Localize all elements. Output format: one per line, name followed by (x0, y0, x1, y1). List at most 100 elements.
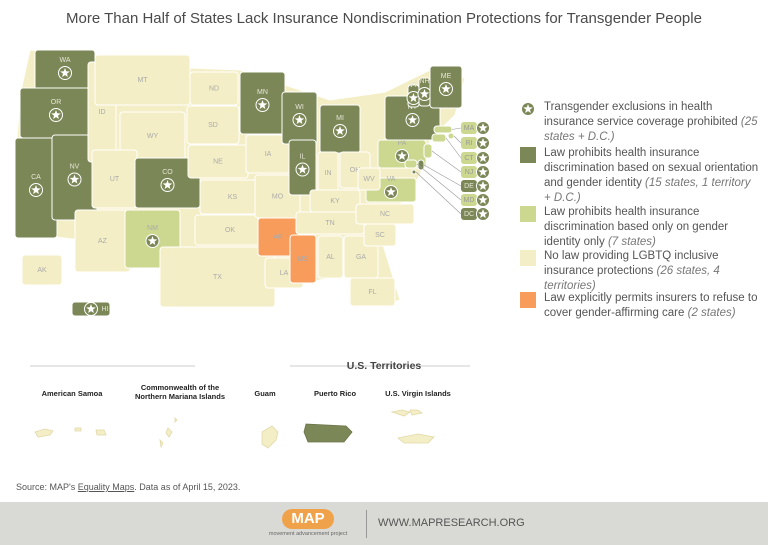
state (349, 277, 396, 307)
state (189, 71, 239, 106)
callout-box (461, 166, 477, 178)
state-label: AZ (98, 238, 108, 245)
legend-text: Law prohibits health insurance discrimin… (544, 147, 759, 189)
state-label: VA (387, 176, 396, 183)
state-label: DC (464, 211, 474, 218)
star (478, 138, 488, 147)
legend-text: Law explicitly permits insurers to refus… (544, 292, 758, 319)
star (478, 153, 488, 162)
state-label: ID (99, 109, 106, 116)
star (407, 115, 418, 124)
state (21, 254, 63, 286)
callout-line (453, 135, 462, 144)
callout-box (461, 194, 477, 206)
state (289, 234, 317, 284)
state-label: MT (137, 77, 148, 84)
star (478, 167, 488, 176)
star (478, 195, 488, 204)
legend-note: (25 states + D.C.) (544, 116, 758, 143)
state (417, 159, 425, 171)
star (386, 187, 396, 196)
legend-swatch (520, 292, 536, 308)
callout-line (423, 164, 462, 187)
callout-line (431, 150, 462, 173)
callout-line (415, 171, 462, 215)
legend-note: (15 states, 1 territory + D.C.) (544, 177, 751, 204)
state-label: WA (59, 57, 70, 64)
state-label: ND (209, 85, 219, 92)
state-label: KY (330, 198, 340, 205)
callout-line (416, 163, 462, 201)
separator (366, 510, 367, 538)
callout-box (461, 137, 477, 149)
state-label: WY (147, 133, 159, 140)
state-label: LA (280, 270, 289, 277)
star (69, 174, 80, 184)
legend-text: No law providing LGBTQ inclusive insuran… (544, 250, 719, 277)
star (408, 93, 419, 102)
state (317, 235, 344, 279)
title: More Than Half of States Lack Insurance … (66, 10, 702, 27)
callout-box (461, 122, 477, 134)
state-label: TX (213, 274, 222, 281)
tagline: movement advancement project (268, 531, 348, 537)
source-link[interactable]: Equality Maps (77, 482, 135, 492)
state-label: MS (298, 256, 309, 263)
state (186, 105, 240, 145)
star (478, 181, 488, 190)
territory-shape (390, 409, 435, 444)
legend-swatch (520, 147, 536, 163)
territory-name: Puerto Rico (313, 389, 357, 398)
territory-name: Guam (254, 389, 276, 398)
state-label: SC (375, 232, 385, 239)
star (523, 104, 533, 113)
state-label: FL (368, 289, 376, 296)
state-label: PA (398, 140, 407, 147)
state-label: MA (464, 125, 475, 132)
territory-shape (34, 427, 107, 438)
url[interactable]: WWW.MAPRESEARCH.ORG (378, 517, 525, 529)
star (147, 236, 158, 245)
legend-note: (2 states) (687, 307, 736, 319)
state-label: CT (464, 155, 474, 162)
state-label: GA (356, 254, 366, 261)
map: WA OR CA NV ID MT WY UT AZ CO NM ND SD NE KS OK TX MN IA MO… (14, 49, 536, 449)
state-label: TN (325, 220, 334, 227)
state-label: NC (380, 211, 390, 218)
state-label: DE (464, 183, 474, 190)
star (397, 151, 407, 160)
state-label: NJ (465, 169, 474, 176)
star (257, 100, 268, 109)
territory-name: American Samoa (41, 389, 103, 398)
state-label: WI (295, 104, 304, 111)
star (86, 304, 96, 313)
state-label: ME (441, 73, 452, 80)
state-label: NE (213, 158, 223, 165)
footer: MAP movement advancement project WWW.MAP… (0, 502, 768, 545)
star (419, 89, 430, 98)
state (404, 159, 418, 169)
callout-box (461, 180, 477, 192)
state-label: IA (265, 151, 272, 158)
star (60, 68, 70, 77)
territories-title: U.S. Territories (346, 360, 422, 372)
logo: MAP (282, 509, 334, 529)
star (162, 180, 173, 189)
state-label: OK (225, 227, 235, 234)
legend-note: (7 states) (607, 236, 656, 248)
star (294, 115, 305, 124)
state-label: OR (51, 99, 62, 106)
callout-line (451, 127, 462, 130)
callout-box (461, 208, 477, 220)
legend-item: No law providing LGBTQ inclusive insuran… (544, 249, 759, 294)
legend-note: (26 states, 4 territories) (544, 265, 720, 292)
state-label: VT (409, 82, 419, 89)
state-label: KS (228, 194, 238, 201)
state-label: AR (273, 234, 283, 241)
star (441, 84, 451, 93)
star (478, 123, 488, 132)
star (335, 126, 345, 135)
legend-item: Transgender exclusions in health insuran… (544, 100, 759, 145)
legend-item: Law explicitly permits insurers to refus… (544, 291, 759, 321)
star (478, 209, 488, 218)
